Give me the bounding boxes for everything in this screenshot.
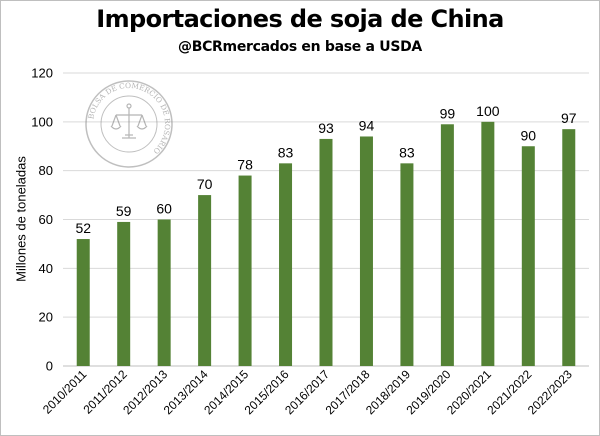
- y-tick-label: 40: [39, 261, 53, 276]
- bar: [562, 129, 576, 366]
- bar: [440, 124, 454, 367]
- data-label: 83: [278, 144, 294, 160]
- watermark-seal: BOLSA DE COMERCIO DE ROSARIO: [85, 80, 173, 168]
- bar: [481, 121, 495, 366]
- y-tick-label: 20: [39, 310, 53, 325]
- bar: [359, 136, 373, 366]
- data-label: 93: [318, 120, 334, 136]
- bar: [76, 239, 90, 366]
- bar: [400, 163, 414, 366]
- y-tick-label: 60: [39, 212, 53, 227]
- seal-outer-ring: [85, 80, 173, 168]
- y-tick-label: 120: [31, 66, 53, 81]
- bar: [521, 146, 535, 366]
- bar: [319, 138, 333, 366]
- data-label: 59: [116, 203, 132, 219]
- data-label: 99: [440, 105, 456, 121]
- y-tick-labels: 0 20 40 60 80 100 120: [31, 66, 53, 374]
- bar: [157, 219, 171, 366]
- y-tick-label: 80: [39, 163, 53, 178]
- x-tick-label: 2022/2023: [525, 367, 575, 417]
- chart-subtitle: @BCRmercados en base a USDA: [178, 39, 422, 55]
- data-label: 97: [561, 110, 577, 126]
- data-label: 100: [476, 103, 500, 119]
- data-label: 60: [156, 201, 172, 217]
- bars: [76, 121, 576, 367]
- bar: [238, 175, 252, 366]
- scales-of-justice-icon: [110, 103, 148, 139]
- bar: [117, 221, 131, 366]
- data-label: 52: [75, 220, 91, 236]
- x-tick-labels: 2010/20112011/20122012/20132013/20142014…: [40, 367, 575, 417]
- data-label: 78: [237, 157, 253, 173]
- data-label: 90: [521, 127, 537, 143]
- data-label: 94: [359, 117, 375, 133]
- y-tick-label: 100: [31, 114, 53, 129]
- bar: [198, 195, 212, 366]
- chart-title: Importaciones de soja de China: [96, 5, 504, 33]
- bar: [279, 163, 293, 366]
- data-label: 83: [399, 144, 415, 160]
- data-labels: 52 59 60 70 78 83 93 94 83 99 100 90 97: [75, 103, 576, 236]
- y-tick-label: 0: [46, 359, 53, 374]
- data-label: 70: [197, 176, 213, 192]
- seal-inner-ring: [100, 95, 158, 153]
